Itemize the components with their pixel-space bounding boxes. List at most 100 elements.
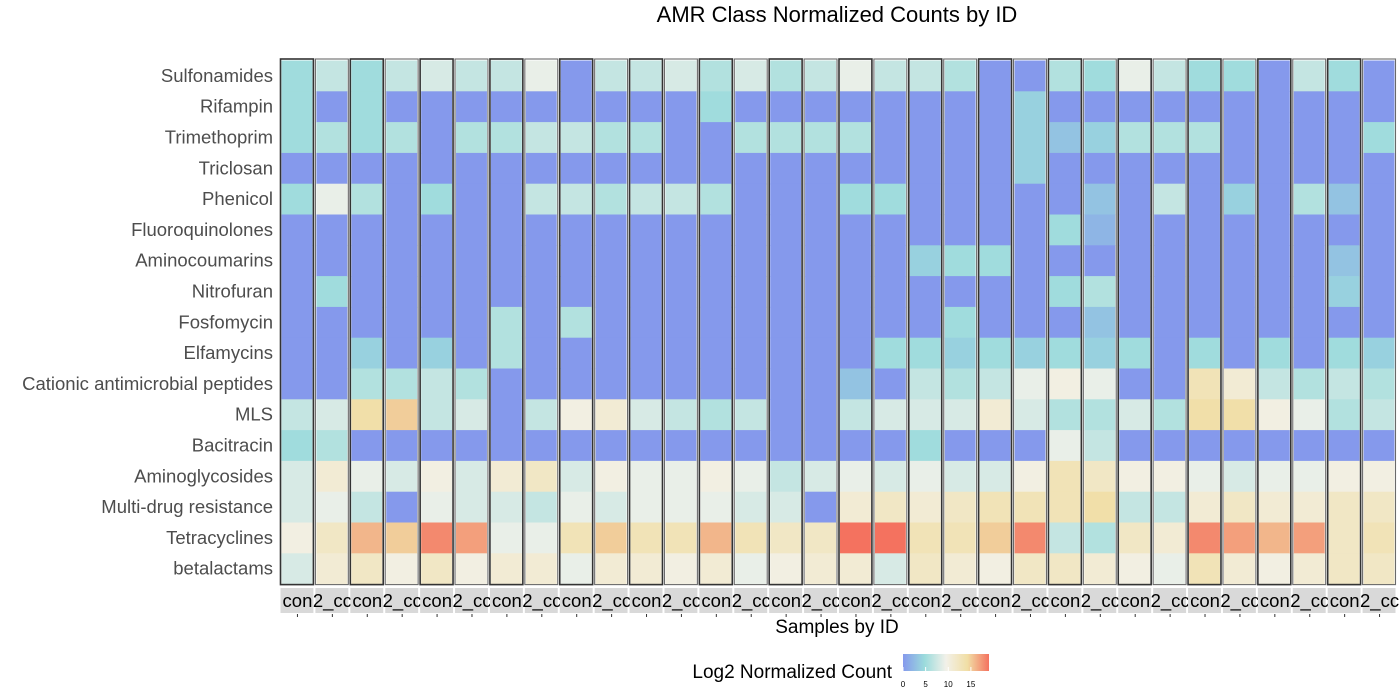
heatmap-cell bbox=[1328, 430, 1360, 462]
heatmap-cell bbox=[595, 91, 627, 123]
x-strip bbox=[315, 588, 349, 613]
heatmap-cell bbox=[944, 368, 976, 400]
row-label: betalactams bbox=[173, 558, 273, 579]
heatmap-cell bbox=[1119, 122, 1151, 154]
heatmap-cell bbox=[909, 368, 941, 400]
heatmap-cell bbox=[979, 399, 1011, 431]
heatmap-cell bbox=[1154, 553, 1186, 585]
heatmap-cell bbox=[1363, 306, 1395, 339]
heatmap-cell bbox=[281, 306, 313, 339]
heatmap-cell bbox=[490, 368, 522, 400]
heatmap-cell bbox=[1084, 122, 1116, 154]
heatmap-cell bbox=[944, 214, 976, 246]
heatmap-cell bbox=[1363, 337, 1395, 370]
heatmap-cell bbox=[1328, 276, 1360, 308]
row-label: Multi-drug resistance bbox=[101, 496, 273, 517]
heatmap-cell bbox=[805, 214, 836, 246]
heatmap-cell bbox=[560, 522, 592, 554]
heatmap-cell bbox=[630, 152, 662, 185]
heatmap-cell bbox=[1363, 276, 1395, 308]
heatmap-cell bbox=[456, 91, 487, 123]
heatmap-cell bbox=[805, 522, 836, 554]
row-label: Nitrofuran bbox=[192, 281, 273, 302]
heatmap-cell bbox=[386, 460, 418, 493]
heatmap-cell bbox=[1119, 460, 1151, 493]
x-tick-label: con bbox=[1050, 590, 1080, 611]
heatmap-cell bbox=[700, 460, 732, 493]
heatmap-cell bbox=[1223, 245, 1255, 277]
heatmap-cell bbox=[595, 183, 627, 216]
heatmap-cells bbox=[279, 58, 1397, 586]
heatmap-cell bbox=[525, 491, 557, 524]
heatmap-cell bbox=[630, 368, 662, 400]
heatmap-cell bbox=[595, 522, 627, 554]
heatmap-cell bbox=[874, 60, 906, 92]
heatmap-cell bbox=[770, 430, 802, 462]
heatmap-cell bbox=[281, 399, 313, 431]
heatmap-cell bbox=[909, 152, 941, 185]
heatmap-cell bbox=[1363, 152, 1395, 185]
heatmap-cell bbox=[874, 430, 906, 462]
heatmap-cell bbox=[1119, 368, 1151, 400]
heatmap-cell bbox=[1293, 553, 1325, 585]
heatmap-cell bbox=[560, 399, 592, 431]
heatmap-cell bbox=[1258, 399, 1290, 431]
heatmap-cell bbox=[630, 245, 662, 277]
heatmap-cell bbox=[1223, 306, 1255, 339]
heatmap-cell bbox=[805, 460, 836, 493]
heatmap-cell bbox=[874, 337, 906, 370]
heatmap-cell bbox=[490, 152, 522, 185]
x-strip bbox=[1048, 588, 1082, 613]
heatmap-cell bbox=[735, 306, 767, 339]
heatmap-cell bbox=[1154, 430, 1186, 462]
heatmap-cell bbox=[595, 460, 627, 493]
heatmap-cell bbox=[944, 152, 976, 185]
heatmap-cell bbox=[386, 491, 418, 524]
heatmap-cell bbox=[944, 399, 976, 431]
heatmap-cell bbox=[735, 91, 767, 123]
heatmap-cell bbox=[525, 430, 557, 462]
heatmap-cell bbox=[525, 122, 557, 154]
x-strip bbox=[455, 588, 488, 613]
heatmap-cell bbox=[1119, 491, 1151, 524]
heatmap-cell bbox=[1049, 152, 1081, 185]
heatmap-cell bbox=[909, 491, 941, 524]
heatmap-cell bbox=[770, 368, 802, 400]
heatmap-cell bbox=[1223, 460, 1255, 493]
heatmap-cell bbox=[735, 60, 767, 92]
heatmap-cell bbox=[630, 214, 662, 246]
heatmap-cell bbox=[1084, 183, 1116, 216]
panel-border bbox=[279, 58, 315, 586]
heatmap-cell bbox=[944, 553, 976, 585]
heatmap-cell bbox=[1223, 522, 1255, 554]
heatmap-cell bbox=[1154, 152, 1186, 185]
heatmap-cell bbox=[1189, 368, 1220, 400]
heatmap-cell bbox=[525, 306, 557, 339]
x-strip bbox=[280, 588, 314, 613]
heatmap-cell bbox=[1189, 522, 1220, 554]
panel-border bbox=[1082, 58, 1117, 586]
heatmap-cell bbox=[351, 430, 383, 462]
panel-border bbox=[663, 58, 698, 586]
x-strip bbox=[420, 588, 454, 613]
heatmap-cell bbox=[525, 91, 557, 123]
heatmap-cell bbox=[630, 430, 662, 462]
heatmap-cell bbox=[735, 522, 767, 554]
heatmap-cell bbox=[421, 91, 453, 123]
heatmap-cell bbox=[805, 553, 836, 585]
heatmap-cell bbox=[874, 491, 906, 524]
heatmap-cell bbox=[351, 214, 383, 246]
heatmap-cell bbox=[421, 553, 453, 585]
heatmap-cell bbox=[1154, 91, 1186, 123]
heatmap-cell bbox=[1258, 306, 1290, 339]
heatmap-cell bbox=[281, 368, 313, 400]
heatmap-cell bbox=[840, 60, 871, 92]
heatmap-cell bbox=[1223, 399, 1255, 431]
heatmap-cell bbox=[909, 276, 941, 308]
heatmap-cell bbox=[909, 91, 941, 123]
x-tick-strips: con 2_cc con 2_cc con 2_cc con 2_cc con 2_cc con 2_… bbox=[280, 588, 1399, 617]
heatmap-cell bbox=[281, 91, 313, 123]
heatmap-cell bbox=[1014, 553, 1046, 585]
heatmap-cell bbox=[770, 60, 802, 92]
heatmap-cell bbox=[805, 399, 836, 431]
